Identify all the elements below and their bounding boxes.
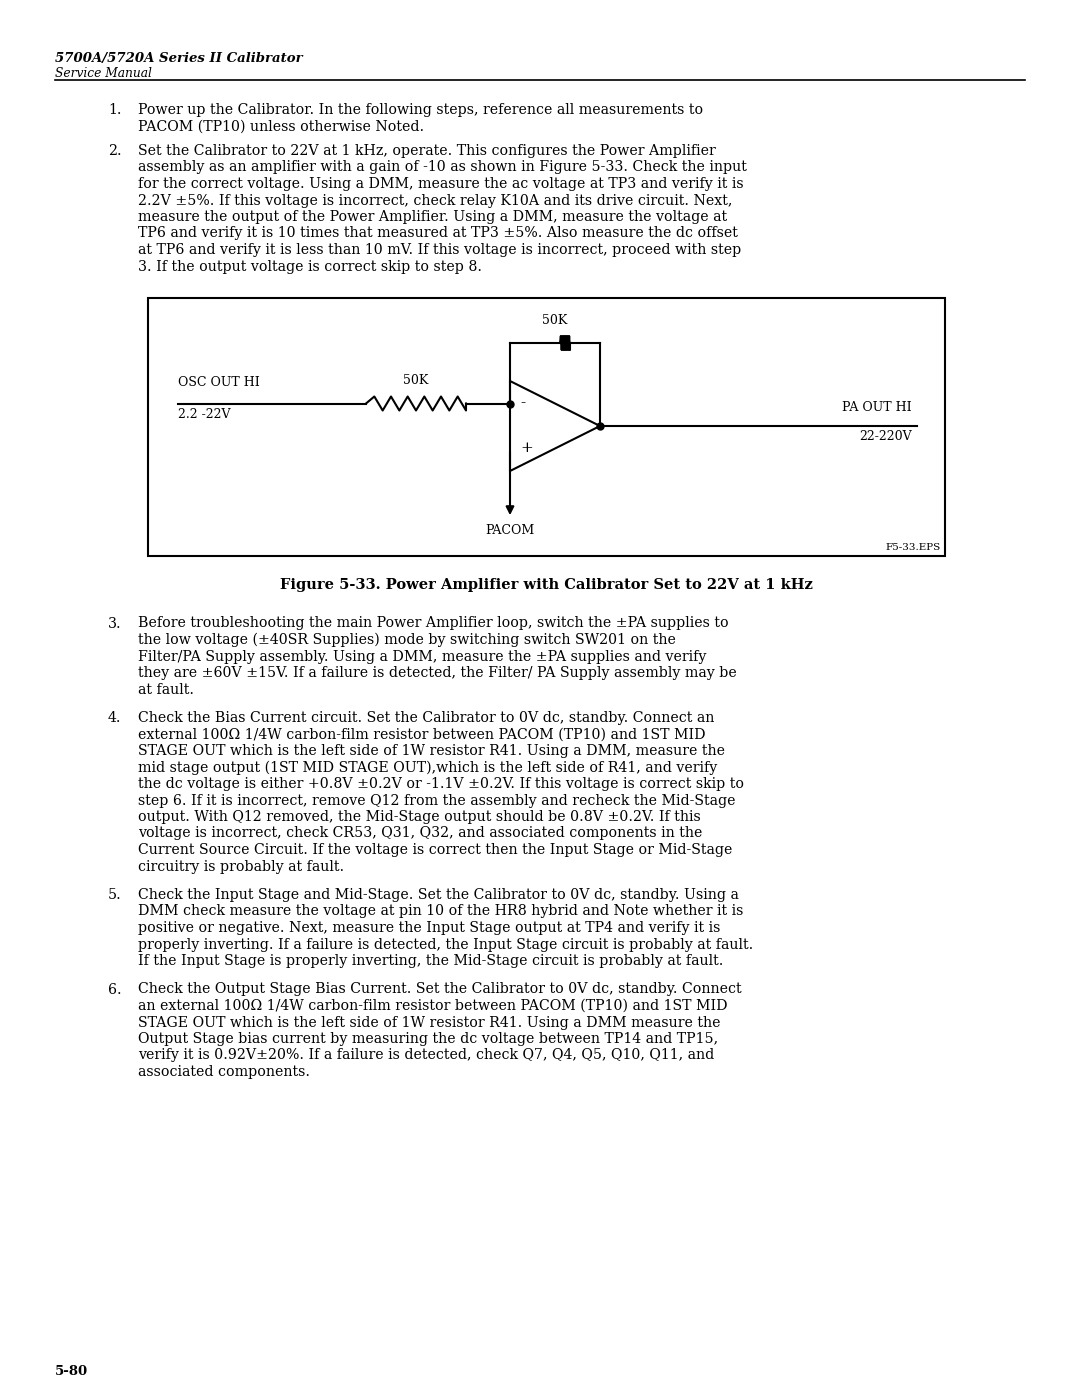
- Text: for the correct voltage. Using a DMM, measure the ac voltage at TP3 and verify i: for the correct voltage. Using a DMM, me…: [138, 177, 744, 191]
- Text: F5-33.EPS: F5-33.EPS: [886, 543, 941, 552]
- Text: If the Input Stage is properly inverting, the Mid-Stage circuit is probably at f: If the Input Stage is properly inverting…: [138, 954, 724, 968]
- Text: PA OUT HI: PA OUT HI: [842, 401, 912, 414]
- Text: at fault.: at fault.: [138, 683, 194, 697]
- Text: -: -: [519, 397, 525, 411]
- Text: step 6. If it is incorrect, remove Q12 from the assembly and recheck the Mid-Sta: step 6. If it is incorrect, remove Q12 f…: [138, 793, 735, 807]
- Text: 22-220V: 22-220V: [860, 430, 912, 443]
- Text: at TP6 and verify it is less than 10 mV. If this voltage is incorrect, proceed w: at TP6 and verify it is less than 10 mV.…: [138, 243, 741, 257]
- Text: TP6 and verify it is 10 times that measured at TP3 ±5%. Also measure the dc offs: TP6 and verify it is 10 times that measu…: [138, 226, 738, 240]
- Text: Check the Bias Current circuit. Set the Calibrator to 0V dc, standby. Connect an: Check the Bias Current circuit. Set the …: [138, 711, 714, 725]
- Bar: [148, 298, 945, 556]
- Text: measure the output of the Power Amplifier. Using a DMM, measure the voltage at: measure the output of the Power Amplifie…: [138, 210, 727, 224]
- Text: Check the Input Stage and Mid-Stage. Set the Calibrator to 0V dc, standby. Using: Check the Input Stage and Mid-Stage. Set…: [138, 888, 739, 902]
- Text: 3.: 3.: [108, 616, 122, 630]
- Text: Service Manual: Service Manual: [55, 67, 152, 80]
- Text: Power up the Calibrator. In the following steps, reference all measurements to: Power up the Calibrator. In the followin…: [138, 103, 703, 117]
- Text: associated components.: associated components.: [138, 1065, 310, 1078]
- Text: +: +: [519, 441, 532, 455]
- Text: 2.: 2.: [108, 144, 122, 158]
- Text: properly inverting. If a failure is detected, the Input Stage circuit is probabl: properly inverting. If a failure is dete…: [138, 937, 753, 951]
- Text: Figure 5-33. Power Amplifier with Calibrator Set to 22V at 1 kHz: Figure 5-33. Power Amplifier with Calibr…: [280, 578, 813, 592]
- Text: an external 100Ω 1/4W carbon-film resistor between PACOM (TP10) and 1ST MID: an external 100Ω 1/4W carbon-film resist…: [138, 999, 728, 1013]
- Text: DMM check measure the voltage at pin 10 of the HR8 hybrid and Note whether it is: DMM check measure the voltage at pin 10 …: [138, 904, 743, 918]
- Text: 5.: 5.: [108, 888, 122, 902]
- Text: the low voltage (±40SR Supplies) mode by switching switch SW201 on the: the low voltage (±40SR Supplies) mode by…: [138, 633, 676, 647]
- Text: mid stage output (1ST MID STAGE OUT),which is the left side of R41, and verify: mid stage output (1ST MID STAGE OUT),whi…: [138, 760, 717, 775]
- Text: Set the Calibrator to 22V at 1 kHz, operate. This configures the Power Amplifier: Set the Calibrator to 22V at 1 kHz, oper…: [138, 144, 716, 158]
- Text: Output Stage bias current by measuring the dc voltage between TP14 and TP15,: Output Stage bias current by measuring t…: [138, 1032, 718, 1046]
- Text: output. With Q12 removed, the Mid-Stage output should be 0.8V ±0.2V. If this: output. With Q12 removed, the Mid-Stage …: [138, 810, 701, 824]
- Text: 5700A/5720A Series II Calibrator: 5700A/5720A Series II Calibrator: [55, 52, 302, 66]
- Text: STAGE OUT which is the left side of 1W resistor R41. Using a DMM, measure the: STAGE OUT which is the left side of 1W r…: [138, 745, 725, 759]
- Text: OSC OUT HI: OSC OUT HI: [178, 376, 260, 388]
- Text: the dc voltage is either +0.8V ±0.2V or -1.1V ±0.2V. If this voltage is correct : the dc voltage is either +0.8V ±0.2V or …: [138, 777, 744, 791]
- Text: Check the Output Stage Bias Current. Set the Calibrator to 0V dc, standby. Conne: Check the Output Stage Bias Current. Set…: [138, 982, 742, 996]
- Text: assembly as an amplifier with a gain of -10 as shown in Figure 5-33. Check the i: assembly as an amplifier with a gain of …: [138, 161, 747, 175]
- Text: 1.: 1.: [108, 103, 121, 117]
- Text: verify it is 0.92V±20%. If a failure is detected, check Q7, Q4, Q5, Q10, Q11, an: verify it is 0.92V±20%. If a failure is …: [138, 1049, 714, 1063]
- Text: voltage is incorrect, check CR53, Q31, Q32, and associated components in the: voltage is incorrect, check CR53, Q31, Q…: [138, 827, 702, 841]
- Text: 2.2 -22V: 2.2 -22V: [178, 408, 230, 420]
- Text: 6.: 6.: [108, 982, 122, 996]
- Text: 4.: 4.: [108, 711, 121, 725]
- Text: Filter/PA Supply assembly. Using a DMM, measure the ±PA supplies and verify: Filter/PA Supply assembly. Using a DMM, …: [138, 650, 706, 664]
- Text: STAGE OUT which is the left side of 1W resistor R41. Using a DMM measure the: STAGE OUT which is the left side of 1W r…: [138, 1016, 720, 1030]
- Text: 2.2V ±5%. If this voltage is incorrect, check relay K10A and its drive circuit. : 2.2V ±5%. If this voltage is incorrect, …: [138, 194, 732, 208]
- Text: external 100Ω 1/4W carbon-film resistor between PACOM (TP10) and 1ST MID: external 100Ω 1/4W carbon-film resistor …: [138, 728, 705, 742]
- Text: Before troubleshooting the main Power Amplifier loop, switch the ±PA supplies to: Before troubleshooting the main Power Am…: [138, 616, 729, 630]
- Text: 50K: 50K: [542, 314, 568, 327]
- Text: PACOM: PACOM: [485, 524, 535, 536]
- Text: PACOM (TP10) unless otherwise Noted.: PACOM (TP10) unless otherwise Noted.: [138, 120, 424, 134]
- Text: 5-80: 5-80: [55, 1365, 89, 1377]
- Text: 3. If the output voltage is correct skip to step 8.: 3. If the output voltage is correct skip…: [138, 260, 482, 274]
- Text: Current Source Circuit. If the voltage is correct then the Input Stage or Mid-St: Current Source Circuit. If the voltage i…: [138, 842, 732, 856]
- Text: 50K: 50K: [403, 374, 429, 387]
- Text: circuitry is probably at fault.: circuitry is probably at fault.: [138, 859, 345, 873]
- Text: positive or negative. Next, measure the Input Stage output at TP4 and verify it : positive or negative. Next, measure the …: [138, 921, 720, 935]
- Text: they are ±60V ±15V. If a failure is detected, the Filter/ PA Supply assembly may: they are ±60V ±15V. If a failure is dete…: [138, 666, 737, 680]
